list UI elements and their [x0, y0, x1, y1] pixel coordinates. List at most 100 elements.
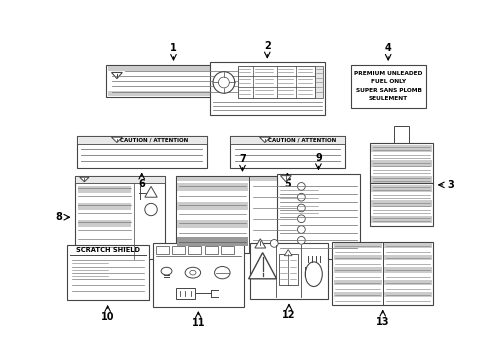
Text: 7: 7: [239, 154, 245, 164]
Bar: [333, 267, 381, 273]
Bar: [230, 136, 344, 168]
Text: 1: 1: [170, 43, 177, 53]
Bar: [276, 174, 360, 259]
Bar: [78, 186, 131, 193]
Text: 12: 12: [282, 310, 295, 320]
Circle shape: [144, 203, 157, 216]
Bar: [177, 239, 247, 247]
Bar: [278, 254, 297, 285]
Circle shape: [213, 72, 234, 93]
Circle shape: [218, 77, 229, 88]
Bar: [393, 126, 408, 143]
Ellipse shape: [189, 270, 196, 275]
Bar: [370, 145, 431, 152]
Bar: [301, 245, 307, 251]
Bar: [383, 280, 431, 285]
Bar: [383, 243, 431, 248]
Text: 3: 3: [446, 180, 453, 190]
Bar: [370, 200, 431, 207]
Text: PREMIUM UNLEADED: PREMIUM UNLEADED: [354, 71, 422, 76]
Polygon shape: [111, 72, 122, 78]
Bar: [176, 288, 195, 299]
Circle shape: [297, 183, 305, 190]
Bar: [107, 91, 240, 95]
Bar: [332, 242, 432, 305]
Text: CAUTION / ATTENTION: CAUTION / ATTENTION: [267, 137, 336, 142]
Bar: [370, 216, 431, 222]
Bar: [370, 193, 431, 199]
Bar: [250, 243, 327, 299]
Text: 11: 11: [191, 318, 204, 328]
Text: SEULEMENT: SEULEMENT: [368, 96, 407, 101]
Bar: [78, 203, 131, 210]
Text: SUPER SANS PLOMB: SUPER SANS PLOMB: [355, 88, 421, 93]
Text: 9: 9: [314, 153, 321, 163]
Ellipse shape: [214, 266, 230, 279]
Bar: [383, 249, 431, 254]
Bar: [75, 176, 164, 183]
Bar: [177, 237, 247, 247]
Bar: [370, 208, 431, 215]
Bar: [67, 245, 148, 300]
Polygon shape: [144, 186, 157, 197]
Bar: [350, 249, 357, 256]
Text: 5: 5: [284, 180, 290, 189]
Text: FUEL ONLY: FUEL ONLY: [370, 79, 406, 84]
Bar: [333, 286, 381, 291]
Bar: [230, 136, 344, 144]
Bar: [383, 298, 431, 303]
Bar: [177, 202, 247, 210]
Text: 10: 10: [101, 312, 114, 322]
Bar: [370, 153, 431, 159]
Circle shape: [270, 239, 278, 247]
Polygon shape: [111, 137, 122, 143]
Bar: [350, 65, 425, 108]
Bar: [204, 247, 217, 254]
Text: CAUTION / ATTENTION: CAUTION / ATTENTION: [120, 137, 188, 142]
Bar: [333, 280, 381, 285]
Bar: [333, 298, 381, 303]
Bar: [370, 185, 431, 192]
Bar: [77, 136, 206, 144]
Text: 6: 6: [138, 180, 145, 189]
Polygon shape: [80, 177, 89, 182]
Circle shape: [297, 204, 305, 212]
Bar: [370, 176, 431, 183]
Text: 2: 2: [264, 41, 270, 51]
Circle shape: [297, 237, 305, 244]
Bar: [333, 292, 381, 297]
Bar: [209, 62, 324, 115]
Polygon shape: [248, 253, 276, 279]
Bar: [237, 66, 315, 98]
Bar: [172, 247, 185, 254]
Text: SCRATCH SHIELD: SCRATCH SHIELD: [76, 247, 140, 253]
Bar: [369, 143, 432, 226]
Bar: [383, 267, 431, 273]
Bar: [177, 211, 247, 219]
Bar: [177, 183, 247, 191]
Bar: [152, 243, 244, 306]
Bar: [177, 220, 247, 228]
Bar: [155, 247, 168, 254]
Bar: [220, 247, 233, 254]
Ellipse shape: [305, 262, 322, 287]
Bar: [315, 66, 323, 98]
Bar: [188, 247, 201, 254]
Bar: [370, 160, 431, 167]
Bar: [383, 286, 431, 291]
Bar: [333, 249, 381, 254]
Polygon shape: [259, 137, 270, 143]
Polygon shape: [254, 239, 265, 248]
Bar: [333, 261, 381, 266]
Bar: [383, 274, 431, 279]
Bar: [107, 66, 240, 71]
Bar: [370, 168, 431, 175]
Bar: [177, 177, 307, 181]
Bar: [383, 255, 431, 260]
Bar: [383, 292, 431, 297]
Bar: [106, 65, 241, 97]
Ellipse shape: [161, 267, 172, 275]
Bar: [383, 261, 431, 266]
Circle shape: [297, 193, 305, 201]
Circle shape: [297, 226, 305, 233]
